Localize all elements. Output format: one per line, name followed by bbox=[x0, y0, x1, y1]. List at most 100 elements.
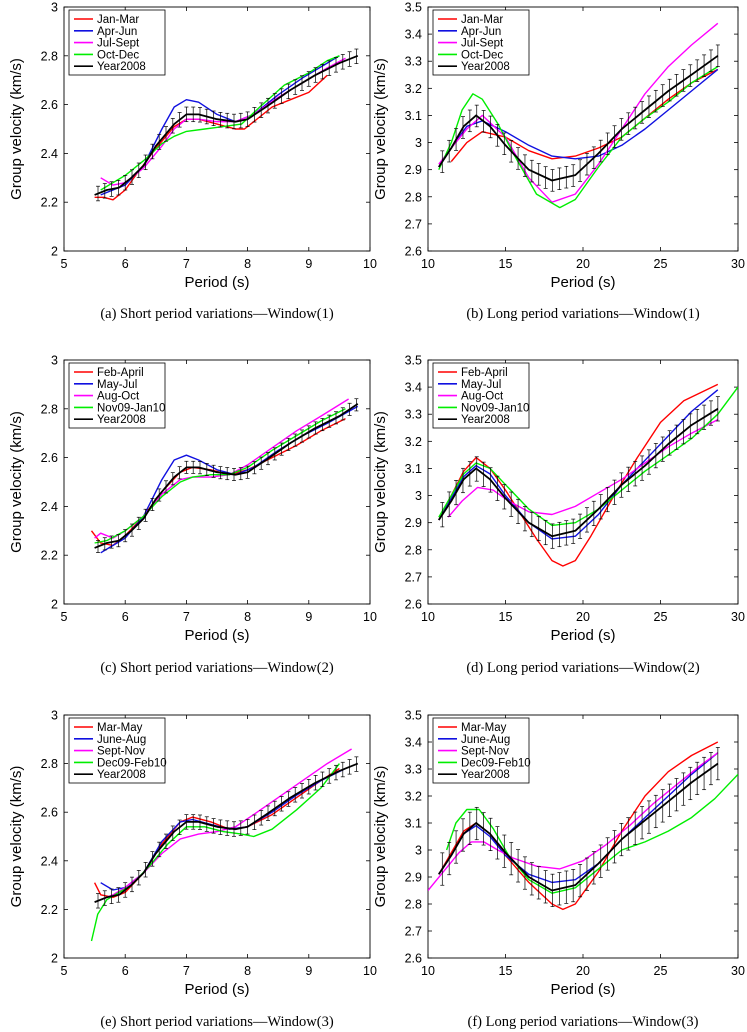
error-bar bbox=[474, 104, 479, 128]
error-bar bbox=[681, 772, 686, 806]
error-bar bbox=[667, 78, 672, 102]
legend-entry: May-Jul bbox=[97, 379, 137, 391]
error-bar bbox=[598, 139, 603, 163]
x-tick-label: 15 bbox=[499, 257, 513, 271]
error-bar bbox=[653, 89, 658, 113]
error-bar bbox=[272, 93, 277, 109]
y-tick-label: 2.8 bbox=[405, 898, 422, 912]
error-bar bbox=[502, 834, 507, 868]
error-bar bbox=[557, 872, 562, 906]
x-axis-label: Period (s) bbox=[184, 627, 249, 644]
error-bar bbox=[681, 419, 686, 445]
error-bar bbox=[102, 183, 107, 199]
y-tick-label: 2.8 bbox=[41, 757, 58, 771]
x-tick-label: 25 bbox=[654, 610, 668, 624]
error-bar bbox=[653, 794, 658, 829]
error-bar bbox=[279, 88, 284, 104]
error-bar bbox=[674, 74, 679, 97]
error-bar bbox=[495, 124, 500, 147]
error-bar bbox=[306, 779, 311, 795]
error-bar bbox=[164, 480, 168, 494]
y-axis-label: Group velocity (km/s) bbox=[8, 58, 25, 200]
error-bar bbox=[702, 756, 707, 791]
error-bar bbox=[495, 826, 500, 860]
y-axis-label: Group velocity (km/s) bbox=[372, 411, 389, 553]
x-tick-label: 5 bbox=[61, 964, 68, 978]
y-tick-label: 2.9 bbox=[405, 871, 422, 885]
error-bar bbox=[447, 491, 452, 517]
x-tick-label: 7 bbox=[183, 610, 190, 624]
x-tick-label: 7 bbox=[183, 964, 190, 978]
error-bar bbox=[136, 870, 141, 886]
error-bar bbox=[667, 783, 672, 817]
error-bar bbox=[708, 400, 713, 426]
series-line-sept-nov bbox=[100, 748, 352, 901]
error-bar bbox=[550, 873, 555, 907]
error-bar bbox=[211, 110, 216, 127]
error-bar bbox=[605, 837, 610, 871]
x-tick-label: 15 bbox=[499, 610, 513, 624]
error-bar bbox=[259, 810, 264, 826]
error-bar bbox=[633, 811, 638, 845]
x-tick-label: 25 bbox=[654, 257, 668, 271]
error-bar bbox=[293, 787, 298, 803]
x-tick-label: 25 bbox=[654, 964, 668, 978]
error-bar bbox=[347, 759, 352, 775]
error-bar bbox=[619, 472, 624, 498]
error-bar bbox=[702, 54, 707, 77]
series-line-nov09-jan10 bbox=[94, 408, 346, 544]
error-bar bbox=[272, 447, 277, 461]
x-tick-label: 8 bbox=[244, 964, 251, 978]
x-tick-label: 9 bbox=[305, 964, 312, 978]
error-bar bbox=[340, 54, 345, 70]
legend-entry: Nov09-Jan10 bbox=[97, 402, 165, 414]
legend-entry: Jul-Sept bbox=[461, 38, 504, 50]
legend-entry: Aug-Oct bbox=[461, 391, 504, 403]
error-bar bbox=[564, 870, 569, 904]
error-bar bbox=[252, 814, 257, 830]
error-bar bbox=[157, 134, 162, 150]
chart-a: 5 6 7 8 9 10 2 2.2 2.4 2.6 2.8 3 Period (s) Group vel… bbox=[8, 1, 377, 323]
error-bar bbox=[626, 817, 631, 851]
error-bar bbox=[130, 523, 134, 537]
error-bar bbox=[266, 805, 270, 821]
legend-entry: Year2008 bbox=[97, 769, 146, 781]
legend-entry: Mar-May bbox=[97, 722, 143, 734]
y-tick-label: 2.6 bbox=[405, 598, 422, 612]
series-line-oct-dec bbox=[438, 66, 719, 209]
error-bar bbox=[688, 766, 693, 801]
legend-entry: Nov09-Jan10 bbox=[461, 402, 529, 414]
error-bar bbox=[522, 154, 527, 177]
error-bar bbox=[340, 407, 345, 421]
error-bar bbox=[102, 537, 107, 551]
error-bar bbox=[543, 166, 548, 189]
x-tick-label: 30 bbox=[731, 964, 745, 978]
subfigure-caption: (b) Long period variations—Window(1) bbox=[466, 306, 700, 322]
error-bar bbox=[502, 132, 507, 155]
error-bar bbox=[536, 515, 541, 542]
error-bar bbox=[640, 806, 645, 840]
error-bar bbox=[204, 816, 209, 832]
error-bar bbox=[646, 95, 651, 118]
error-bar bbox=[306, 71, 311, 87]
series-line-year2008 bbox=[94, 54, 359, 196]
error-bar bbox=[286, 83, 291, 100]
error-bar bbox=[708, 49, 713, 72]
error-bar bbox=[454, 479, 459, 506]
error-bar bbox=[529, 862, 534, 896]
error-bar bbox=[646, 800, 651, 834]
x-tick-label: 30 bbox=[731, 610, 745, 624]
error-bar bbox=[605, 132, 610, 156]
error-bar bbox=[313, 421, 318, 435]
y-tick-label: 2.8 bbox=[405, 190, 422, 204]
error-bar bbox=[674, 424, 679, 450]
error-bar bbox=[184, 814, 189, 830]
legend-entry: Feb-April bbox=[97, 367, 144, 379]
legend-entry: Feb-April bbox=[461, 367, 508, 379]
y-tick-label: 3 bbox=[51, 1, 58, 15]
legend: Feb-AprilMay-JulAug-OctNov09-Jan10Year20… bbox=[432, 362, 529, 429]
x-tick-label: 10 bbox=[421, 257, 435, 271]
error-bar bbox=[347, 402, 352, 416]
series-line-apr-jun bbox=[438, 68, 719, 168]
